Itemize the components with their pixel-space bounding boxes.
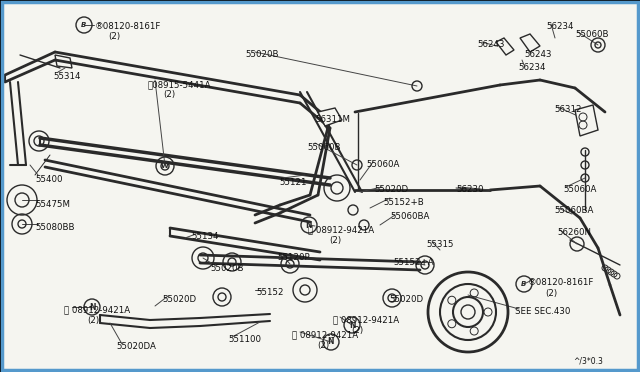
Text: 56230: 56230 — [456, 185, 483, 194]
Text: (2): (2) — [163, 90, 175, 99]
Text: 55314: 55314 — [53, 72, 81, 81]
Text: 55020D: 55020D — [374, 185, 408, 194]
Text: 55060B: 55060B — [307, 143, 340, 152]
Text: ®08120-8161F: ®08120-8161F — [528, 278, 595, 287]
Text: (2): (2) — [87, 316, 99, 325]
Text: (2): (2) — [329, 236, 341, 245]
Text: 56311M: 56311M — [315, 115, 350, 124]
Text: 55020B: 55020B — [245, 50, 278, 59]
Text: 55121: 55121 — [279, 178, 307, 187]
Text: 55060B: 55060B — [575, 30, 609, 39]
Text: 56312: 56312 — [554, 105, 582, 114]
Text: ^/3*0.3: ^/3*0.3 — [573, 356, 603, 365]
Text: 56243: 56243 — [524, 50, 552, 59]
Text: N: N — [349, 321, 355, 330]
Text: 55315: 55315 — [426, 240, 454, 249]
Text: SEE SEC.430: SEE SEC.430 — [515, 307, 570, 316]
Text: 56243: 56243 — [477, 40, 504, 49]
Text: 56234: 56234 — [546, 22, 573, 31]
Text: 55134: 55134 — [191, 232, 218, 241]
Text: N: N — [89, 302, 95, 311]
Text: B: B — [522, 281, 527, 287]
Text: ®08120-8161F: ®08120-8161F — [95, 22, 161, 31]
Polygon shape — [496, 38, 514, 55]
Text: (2): (2) — [108, 32, 120, 41]
Text: (2): (2) — [545, 289, 557, 298]
Text: 55060A: 55060A — [563, 185, 596, 194]
Text: 55152+A: 55152+A — [393, 258, 434, 267]
Text: W: W — [161, 163, 169, 169]
Text: N: N — [328, 337, 334, 346]
Text: 55060BA: 55060BA — [554, 206, 593, 215]
Polygon shape — [520, 34, 540, 52]
Text: 55400: 55400 — [35, 175, 63, 184]
Polygon shape — [318, 108, 342, 126]
Text: Ⓝ 08912-9421A: Ⓝ 08912-9421A — [292, 330, 358, 339]
Text: 55475M: 55475M — [35, 200, 70, 209]
Text: Ⓝ 08912-9421A: Ⓝ 08912-9421A — [64, 305, 130, 314]
Text: 55020D: 55020D — [162, 295, 196, 304]
Text: 551100: 551100 — [228, 335, 261, 344]
Text: 55020DA: 55020DA — [116, 342, 156, 351]
Text: Ⓝ 08912-9421A: Ⓝ 08912-9421A — [333, 315, 399, 324]
Polygon shape — [575, 105, 598, 136]
Text: 55080BB: 55080BB — [35, 223, 74, 232]
Text: N: N — [306, 221, 312, 230]
Text: B: B — [81, 22, 86, 28]
Text: 55060A: 55060A — [366, 160, 399, 169]
Text: 55060BA: 55060BA — [390, 212, 429, 221]
Text: 55020D: 55020D — [389, 295, 423, 304]
Text: 55152: 55152 — [256, 288, 284, 297]
Text: (2): (2) — [317, 341, 329, 350]
Text: 56234: 56234 — [518, 63, 545, 72]
Text: Ⓝ 08912-9421A: Ⓝ 08912-9421A — [308, 225, 374, 234]
Text: 55020B: 55020B — [210, 264, 243, 273]
Text: 55120P: 55120P — [277, 253, 310, 262]
Text: 56260N: 56260N — [557, 228, 591, 237]
Text: (2): (2) — [351, 326, 363, 335]
Text: Ⓧ08915-5441A: Ⓧ08915-5441A — [148, 80, 211, 89]
Text: 55152+B: 55152+B — [383, 198, 424, 207]
